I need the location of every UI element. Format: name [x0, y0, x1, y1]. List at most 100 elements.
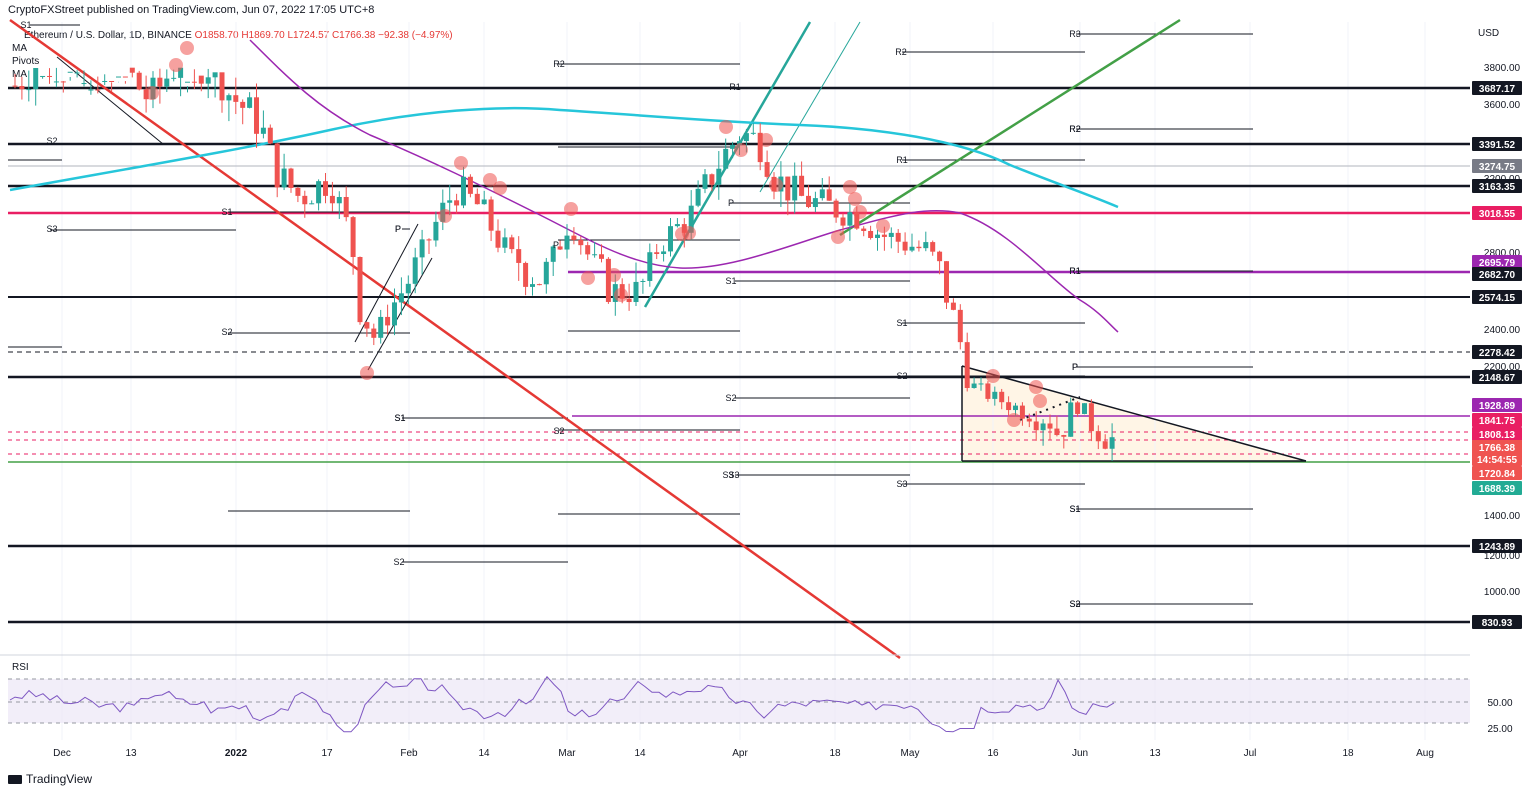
x-label-14: Jul — [1244, 748, 1257, 759]
candle-body-139 — [971, 383, 977, 388]
candle-body-84 — [592, 254, 598, 256]
candle-body-114 — [799, 175, 805, 196]
highlight-circle-0 — [145, 86, 159, 100]
pivot-label-21: S1 — [896, 318, 907, 328]
candle-body-57 — [405, 283, 411, 294]
symbol-line: Ethereum / U.S. Dollar, 1D, BINANCE O185… — [24, 29, 504, 42]
candle-body-130 — [909, 246, 915, 251]
candle-body-151 — [1054, 428, 1060, 436]
ma-short-line — [249, 39, 1119, 333]
candle-body-32 — [233, 95, 239, 102]
candle-body-47 — [336, 196, 342, 204]
x-label-5: 14 — [478, 748, 490, 759]
y-tick-7: 1200.00 — [1484, 551, 1521, 562]
legend-item-pivots[interactable]: Pivots — [12, 56, 40, 67]
y-tick-4: 2400.00 — [1484, 325, 1521, 336]
rsi-label: RSI — [12, 662, 29, 673]
y-tick-8: 1000.00 — [1484, 587, 1521, 598]
candle-body-53 — [378, 316, 384, 338]
candle-body-73 — [516, 249, 522, 263]
x-label-12: Jun — [1072, 748, 1088, 759]
candle-body-106 — [743, 133, 749, 142]
pivot-label-25: R1 — [1069, 266, 1081, 276]
price-tag-text-3: 3163.35 — [1479, 182, 1516, 193]
candle-body-90 — [633, 281, 639, 303]
price-tag-text-0: 3687.17 — [1479, 84, 1516, 95]
price-tag-text-8: 2278.42 — [1479, 348, 1516, 359]
candle-body-2 — [26, 89, 32, 91]
price-tag-text-17: 1243.89 — [1479, 542, 1516, 553]
candle-body-38 — [274, 143, 280, 188]
candle-body-12 — [95, 89, 101, 91]
highlight-circle-25 — [1029, 380, 1043, 394]
x-label-11: 16 — [987, 748, 999, 759]
candle-body-78 — [550, 246, 556, 262]
candle-body-86 — [605, 258, 611, 302]
candle-body-152 — [1061, 435, 1067, 437]
candle-body-16 — [122, 76, 128, 78]
price-tag-10 — [1472, 398, 1522, 412]
candle-body-102 — [716, 168, 722, 185]
candle-body-55 — [392, 302, 397, 326]
candle-body-81 — [571, 235, 577, 240]
legend-item-ma-1[interactable]: MA — [12, 43, 27, 54]
candle-body-157 — [1095, 431, 1101, 442]
candle-body-91 — [640, 280, 646, 282]
rsi-tick-0: 50.00 — [1487, 698, 1512, 709]
candle-body-14 — [109, 80, 115, 82]
candle-body-115 — [806, 195, 811, 208]
candle-body-6 — [53, 81, 59, 83]
candle-body-77 — [543, 261, 549, 285]
pivot-label-16: S2 — [725, 393, 736, 403]
candle-body-120 — [840, 217, 846, 226]
candle-body-36 — [260, 127, 266, 134]
ohlc-values: O1858.70 H1869.70 L1724.57 C1766.38 −92.… — [194, 30, 453, 41]
candle-body-48 — [343, 196, 349, 218]
candle-body-29 — [212, 72, 218, 78]
highlight-circle-10 — [607, 268, 621, 282]
pivot-label-23: S3 — [896, 479, 907, 489]
pivot-label-32: P — [1072, 362, 1078, 372]
candle-body-134 — [937, 251, 943, 262]
y-tick-3: 2800.00 — [1484, 248, 1521, 259]
candle-body-136 — [950, 302, 956, 310]
highlight-circle-15 — [734, 143, 748, 157]
brand-text: TradingView — [26, 772, 93, 786]
highlight-circle-3 — [360, 366, 374, 380]
candle-body-92 — [647, 252, 653, 281]
candle-body-59 — [419, 239, 425, 258]
candle-body-27 — [198, 75, 204, 84]
highlight-circle-26 — [1033, 394, 1047, 408]
candle-body-60 — [426, 239, 432, 241]
highlight-circle-24 — [1007, 413, 1021, 427]
pivot-label-26: R2 — [1069, 124, 1081, 134]
candle-body-4 — [40, 75, 46, 77]
candle-body-124 — [868, 230, 874, 238]
candle-body-150 — [1047, 423, 1053, 429]
candle-body-117 — [819, 189, 825, 199]
legend-item-ma-2[interactable]: MA — [12, 69, 27, 80]
highlight-circle-6 — [493, 181, 507, 195]
candle-body-128 — [895, 232, 901, 242]
candle-body-125 — [875, 234, 880, 238]
x-label-9: 18 — [829, 748, 841, 759]
candle-body-21 — [157, 77, 163, 87]
chart-legend: Ethereum / U.S. Dollar, 1D, BINANCE O185… — [12, 30, 453, 81]
candle-body-43 — [309, 203, 315, 205]
candle-body-141 — [985, 383, 991, 399]
chart-header: CryptoFXStreet published on TradingView.… — [8, 4, 374, 16]
candle-body-154 — [1075, 402, 1081, 414]
price-tag-text-13: 1766.38 — [1479, 443, 1516, 454]
candle-body-34 — [247, 97, 253, 108]
pivot-label-31: R1 — [1069, 266, 1081, 276]
highlight-circle-11 — [614, 288, 628, 302]
candle-body-65 — [461, 176, 466, 206]
candle-body-69 — [488, 199, 494, 231]
candle-body-112 — [785, 176, 791, 201]
pivot-label-30: R2 — [1069, 124, 1081, 134]
x-label-15: 18 — [1342, 748, 1354, 759]
triangle-top — [961, 365, 1307, 462]
highlight-circle-9 — [581, 271, 595, 285]
candle-body-46 — [329, 195, 335, 204]
